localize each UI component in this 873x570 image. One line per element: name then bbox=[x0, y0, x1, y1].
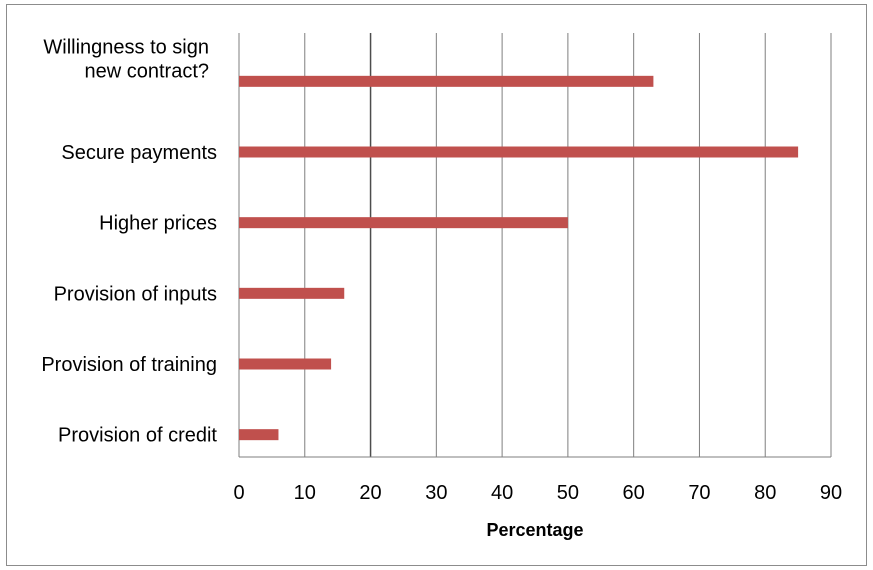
x-tick-10: 10 bbox=[294, 482, 316, 504]
bar-2 bbox=[239, 217, 568, 229]
category-label-4: Provision of training bbox=[41, 354, 217, 376]
bar-5 bbox=[239, 429, 279, 441]
x-tick-70: 70 bbox=[688, 482, 710, 504]
category-label-1: Secure payments bbox=[61, 142, 217, 164]
x-tick-40: 40 bbox=[491, 482, 513, 504]
bar-4 bbox=[239, 358, 332, 370]
x-tick-20: 20 bbox=[359, 482, 381, 504]
x-tick-50: 50 bbox=[557, 482, 579, 504]
category-label-5: Provision of credit bbox=[58, 425, 217, 447]
gridlines bbox=[238, 33, 832, 458]
x-tick-0: 0 bbox=[233, 482, 244, 504]
x-tick-60: 60 bbox=[623, 482, 645, 504]
x-tick-30: 30 bbox=[425, 482, 447, 504]
x-tick-labels: 0 10 20 30 40 50 60 70 80 90 bbox=[233, 482, 842, 504]
bar-chart: Willingness to sign new contract? Secure p… bbox=[41, 33, 842, 540]
chart-frame: Willingness to sign new contract? Secure p… bbox=[6, 4, 867, 566]
category-label-2: Higher prices bbox=[99, 213, 217, 235]
x-axis-title: Percentage bbox=[486, 520, 583, 540]
category-labels: Willingness to sign new contract? Secure p… bbox=[41, 36, 217, 446]
x-tick-90: 90 bbox=[820, 482, 842, 504]
bars bbox=[239, 75, 799, 441]
category-label-0: Willingness to sign new contract? bbox=[43, 36, 209, 82]
x-tick-80: 80 bbox=[754, 482, 776, 504]
bar-0 bbox=[239, 75, 654, 87]
bar-3 bbox=[239, 287, 345, 299]
category-label-3: Provision of inputs bbox=[54, 283, 217, 305]
bar-1 bbox=[239, 146, 799, 158]
